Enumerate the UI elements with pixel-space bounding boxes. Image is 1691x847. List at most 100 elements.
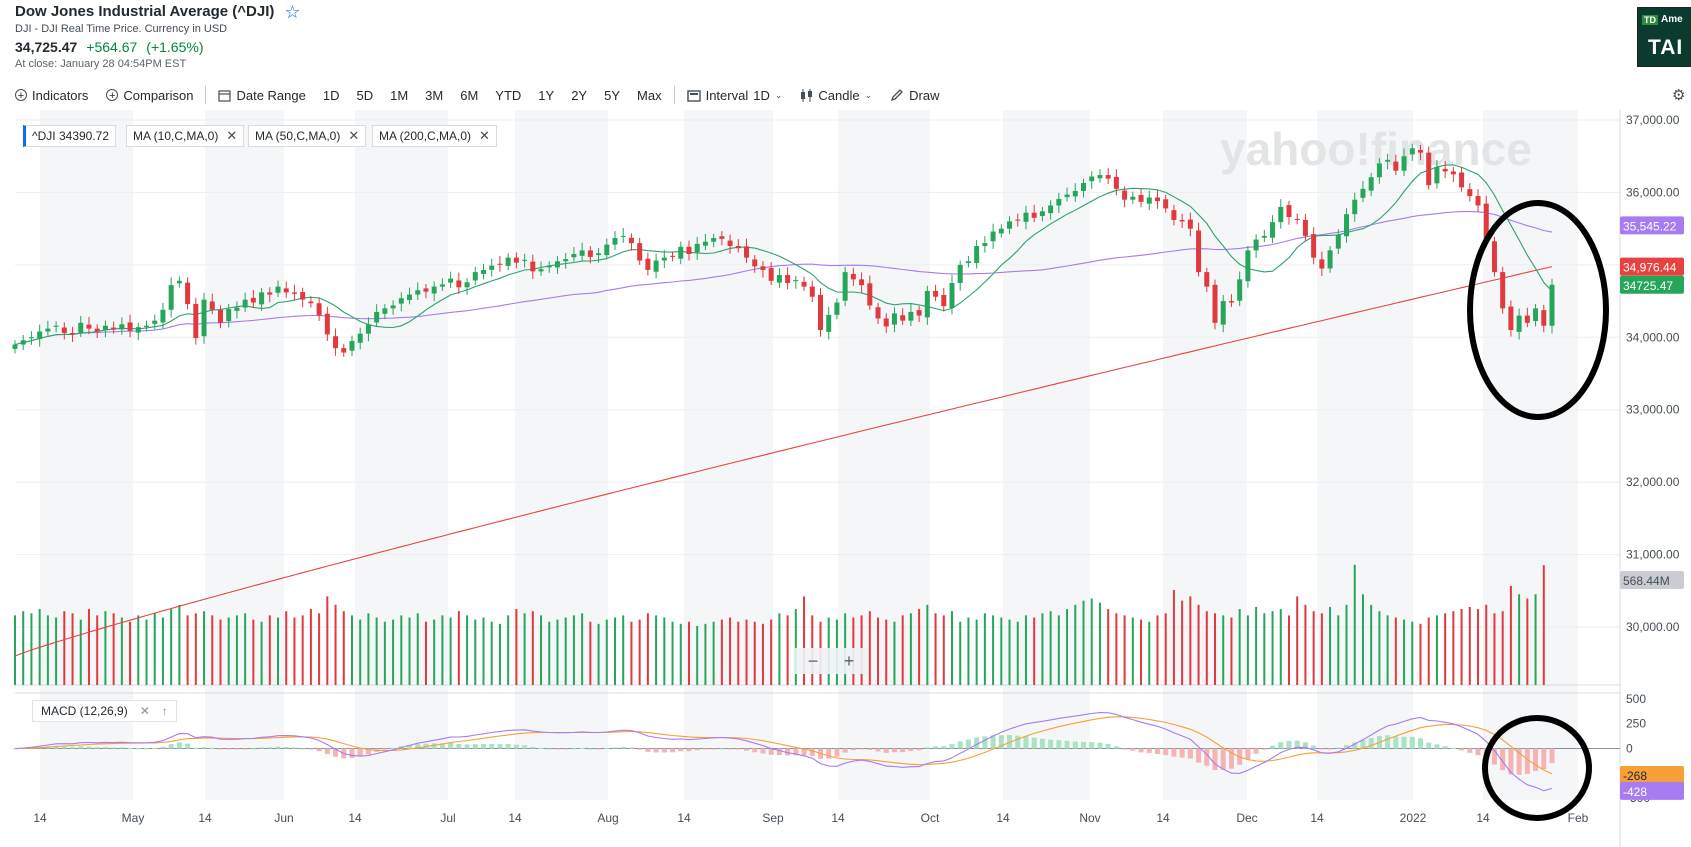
x-tick-label: Oct	[921, 811, 940, 825]
candle	[554, 256, 560, 274]
macd-hist-bar	[201, 747, 207, 749]
candle	[875, 302, 881, 324]
candle	[250, 290, 256, 308]
date-range-button[interactable]: Date Range	[218, 88, 306, 103]
macd-hist-bar	[702, 748, 708, 750]
candle-body	[735, 246, 741, 249]
range-button-6m[interactable]: 6M	[460, 87, 479, 103]
volume-bar	[934, 613, 937, 685]
macd-hist-bar	[1015, 735, 1021, 749]
candle-body	[308, 301, 314, 304]
macd-hist-bar	[801, 748, 807, 756]
range-button-2y[interactable]: 2Y	[571, 87, 588, 103]
arrow-up-icon[interactable]: ↑	[161, 704, 168, 718]
range-button-max[interactable]: Max	[637, 87, 662, 103]
volume-bar	[1370, 604, 1373, 685]
range-button-ytd[interactable]: YTD	[495, 87, 522, 103]
ad-banner[interactable]: TD Ame TAI	[1637, 7, 1691, 67]
draw-button[interactable]: Draw	[890, 88, 939, 103]
volume-bar	[638, 619, 641, 685]
candle-body	[1344, 214, 1350, 237]
candle-body	[760, 266, 766, 270]
close-icon[interactable]: ✕	[348, 128, 360, 143]
range-button-1m[interactable]: 1M	[390, 87, 409, 103]
macd-hist-bar	[1417, 738, 1423, 749]
candle-body	[1154, 197, 1160, 202]
candle-body	[1212, 284, 1218, 323]
candle-body	[472, 272, 478, 281]
candle	[1023, 205, 1029, 230]
close-icon[interactable]: ✕	[226, 128, 238, 143]
macd-hist-bar	[489, 743, 495, 749]
volume-bar	[1345, 604, 1348, 685]
volume-bar	[1024, 615, 1027, 685]
zoom-in-button[interactable]: +	[843, 650, 855, 671]
candle	[497, 255, 503, 272]
macd-hist-bar	[480, 744, 486, 749]
range-button-1d[interactable]: 1D	[322, 87, 340, 103]
candle-body	[834, 302, 840, 315]
gear-icon[interactable]: ⚙	[1672, 87, 1686, 104]
volume-bar	[1131, 617, 1134, 685]
candle-body	[259, 292, 265, 305]
legend-ma50[interactable]: MA (50,C,MA,0) ✕	[248, 125, 367, 147]
candle-body	[883, 318, 889, 327]
candle	[1179, 213, 1185, 228]
comparison-button[interactable]: + Comparison	[106, 88, 193, 103]
macd-hist-bar	[678, 748, 684, 752]
chart-type-button[interactable]: Candle ⌄	[800, 88, 872, 103]
candle-body	[193, 303, 199, 339]
macd-hist-bar	[415, 743, 421, 749]
candle-body	[1302, 219, 1308, 236]
candle-body	[1097, 175, 1103, 179]
chart-canvas[interactable]: yahoo!finance37,000.0036,000.0035,000.00…	[0, 110, 1691, 847]
range-button-3m[interactable]: 3M	[425, 87, 444, 103]
candle	[308, 296, 314, 308]
interval-button[interactable]: Interval 1D ⌄	[686, 88, 782, 103]
star-icon[interactable]: ☆	[284, 2, 301, 22]
volume-bar	[1156, 615, 1159, 685]
legend-macd-label: MACD (12,26,9)	[41, 704, 128, 718]
ad-main-text: TAI	[1648, 36, 1684, 59]
macd-hist-bar	[1500, 748, 1506, 771]
candle-body	[530, 261, 536, 272]
candle	[1146, 190, 1152, 211]
legend-ma10[interactable]: MA (10,C,MA,0) ✕	[126, 125, 245, 147]
range-button-5y[interactable]: 5Y	[604, 87, 621, 103]
volume-bar	[589, 621, 592, 685]
candle	[1352, 192, 1358, 222]
candle-body	[916, 310, 922, 316]
zoom-out-button[interactable]: −	[807, 650, 819, 671]
candle-body	[1130, 196, 1136, 200]
candle	[817, 287, 823, 337]
candle-body	[341, 348, 347, 353]
signal-tag: -268	[1620, 766, 1684, 785]
candle	[505, 253, 511, 271]
volume-bar	[441, 615, 444, 685]
volume-bar	[244, 613, 247, 685]
volume-bar	[663, 617, 666, 685]
range-button-1y[interactable]: 1Y	[538, 87, 555, 103]
candle-body	[1081, 183, 1087, 191]
macd-hist-bar	[941, 746, 947, 749]
close-icon[interactable]: ✕	[139, 704, 150, 718]
candle-body	[102, 325, 108, 330]
macd-hist-bar	[587, 748, 593, 750]
candle	[513, 252, 519, 269]
candle	[448, 271, 454, 289]
macd-hist-bar	[604, 748, 610, 750]
indicators-button[interactable]: + Indicators	[15, 88, 88, 103]
legend-ma200[interactable]: MA (200,C,MA,0) ✕	[372, 125, 497, 147]
macd-hist-bar	[1360, 739, 1366, 749]
range-button-5d[interactable]: 5D	[356, 87, 374, 103]
candle	[439, 278, 445, 291]
legend-main[interactable]: ^DJI 34390.72	[23, 125, 117, 147]
volume-tag-text: 568.44M	[1623, 574, 1670, 588]
candle	[382, 303, 388, 320]
price-grid: 37,000.0036,000.0035,000.0034,000.0033,0…	[15, 113, 1680, 634]
candle-body	[217, 309, 223, 323]
legend-macd[interactable]: MACD (12,26,9) ✕ ↑	[32, 700, 177, 722]
close-icon[interactable]: ✕	[479, 128, 490, 143]
ma200-tag-text: 34,976.44	[1623, 261, 1677, 275]
volume-bar	[1238, 609, 1241, 685]
